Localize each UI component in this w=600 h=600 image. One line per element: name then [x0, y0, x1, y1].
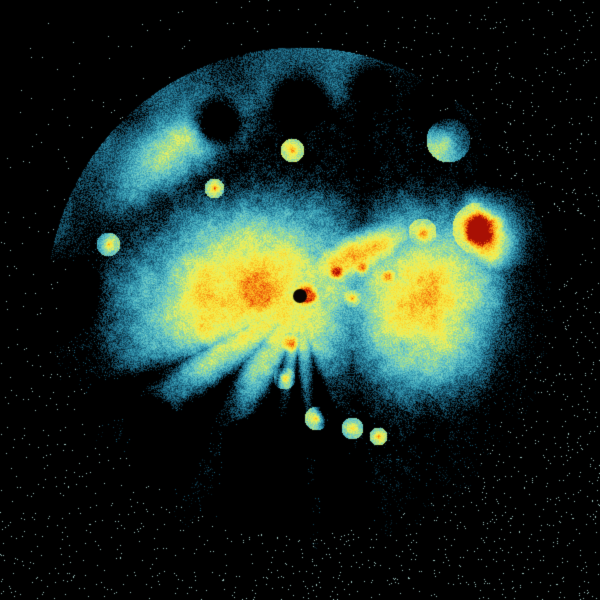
- radar-image-viewport: [0, 0, 600, 600]
- radar-reflectivity-canvas: [0, 0, 600, 600]
